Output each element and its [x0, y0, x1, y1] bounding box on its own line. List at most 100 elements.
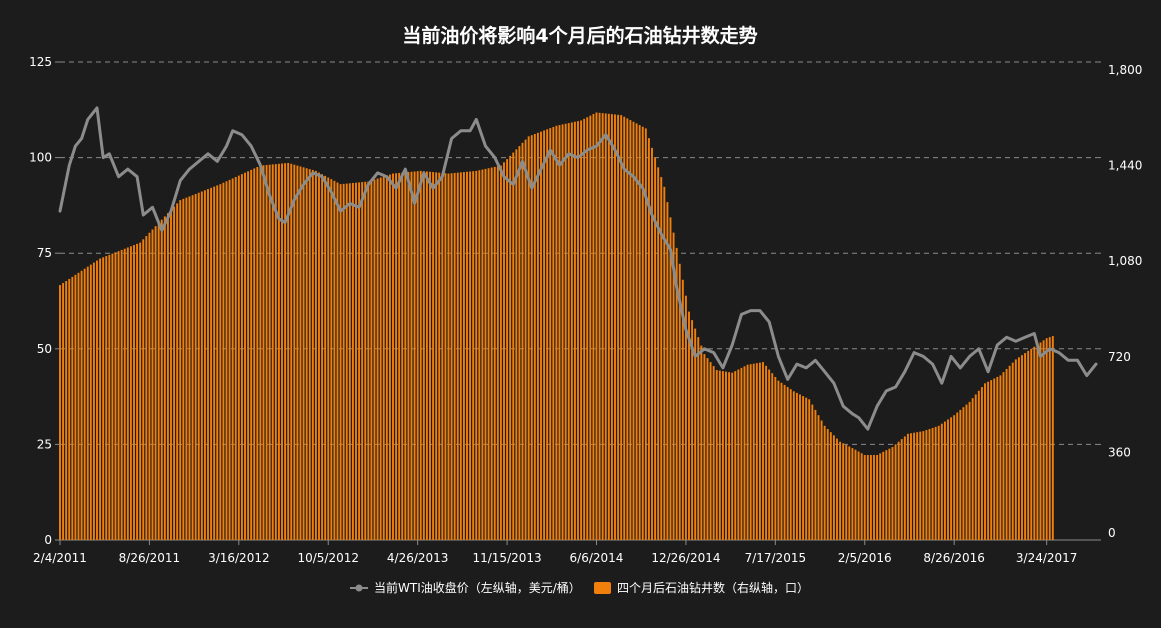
bar [129, 246, 132, 540]
right-tick-label: 360 [1108, 445, 1131, 459]
bar [947, 419, 949, 540]
bar [672, 232, 675, 540]
bar [493, 166, 496, 540]
bar [429, 171, 431, 540]
bar [450, 173, 453, 541]
bar [459, 172, 462, 540]
bar [860, 453, 863, 540]
bar [842, 443, 845, 540]
bar [89, 264, 92, 540]
bar [1002, 372, 1005, 540]
bar [1008, 365, 1011, 540]
bar [823, 425, 826, 540]
x-tick-label: 4/26/2013 [387, 551, 449, 565]
bar [734, 371, 737, 540]
x-tick-label: 3/16/2012 [208, 551, 270, 565]
bar [324, 175, 327, 541]
line-series [58, 106, 1098, 431]
bar [765, 365, 768, 540]
bar [752, 363, 755, 540]
legend-item-bar[interactable]: 四个月后石油钻井数（右纵轴，口） [594, 580, 809, 595]
bar [253, 168, 256, 540]
bar [768, 369, 771, 540]
bar [287, 162, 290, 540]
bar [71, 276, 74, 540]
x-tick-label: 3/24/2017 [1016, 551, 1078, 565]
bar [478, 170, 481, 540]
bar [925, 430, 928, 540]
bar [222, 182, 225, 541]
bar [540, 131, 542, 540]
bar [641, 126, 644, 540]
bar [817, 415, 820, 540]
bar [906, 433, 909, 540]
bar [348, 183, 351, 540]
bar [318, 172, 320, 541]
bar [422, 171, 425, 541]
bar [570, 122, 573, 540]
bar [681, 279, 684, 540]
bar [358, 182, 361, 540]
bar [937, 425, 940, 540]
legend-item-line[interactable]: 当前WTI油收盘价（左纵轴，美元/桶） [350, 580, 581, 595]
bar [311, 169, 314, 541]
bar [419, 170, 422, 540]
bar [657, 167, 660, 540]
bar [993, 378, 996, 540]
bar [839, 441, 842, 540]
bar [718, 370, 721, 540]
bar [971, 398, 974, 540]
bar [234, 177, 237, 540]
bar [762, 362, 764, 540]
bar [126, 247, 129, 541]
bar [345, 183, 348, 540]
bar [145, 236, 148, 541]
bar [873, 455, 875, 540]
bar [743, 366, 746, 540]
left-tick-label: 125 [29, 55, 52, 69]
bar [256, 167, 259, 540]
bar [469, 171, 472, 540]
bar [814, 409, 817, 540]
bar [564, 123, 567, 541]
legend-line-marker [355, 584, 363, 592]
bar [376, 178, 379, 540]
bar [703, 354, 706, 540]
bar [475, 170, 478, 540]
bar [92, 262, 95, 540]
bar [296, 165, 299, 540]
right-y-axis: 0 360 720 1,080 1,440 1,800 [1096, 61, 1142, 541]
bar [706, 358, 709, 540]
bar [74, 274, 77, 540]
bar [466, 171, 468, 540]
bar [805, 397, 808, 540]
bar [151, 229, 154, 540]
bar [96, 260, 98, 540]
bar [728, 372, 731, 540]
bar [99, 258, 102, 540]
bar [333, 180, 336, 540]
bar [176, 203, 179, 541]
bar [749, 364, 752, 540]
right-tick-label: 1,440 [1108, 159, 1142, 173]
bar [780, 382, 783, 540]
x-tick-label: 12/26/2014 [651, 551, 720, 565]
bar [194, 193, 197, 540]
bar [629, 120, 632, 540]
bar [62, 283, 65, 540]
bar [80, 270, 83, 540]
bar [610, 114, 613, 541]
bar [188, 196, 191, 540]
bar [845, 444, 848, 540]
bar [980, 387, 983, 540]
bar [102, 257, 105, 540]
bar [515, 149, 518, 540]
bar [509, 155, 512, 540]
bar [355, 182, 357, 540]
bar [1042, 340, 1045, 540]
left-tick-label: 100 [29, 151, 52, 165]
bar [1051, 336, 1054, 540]
bar [373, 179, 376, 540]
bar [934, 426, 937, 540]
bar [900, 439, 903, 540]
